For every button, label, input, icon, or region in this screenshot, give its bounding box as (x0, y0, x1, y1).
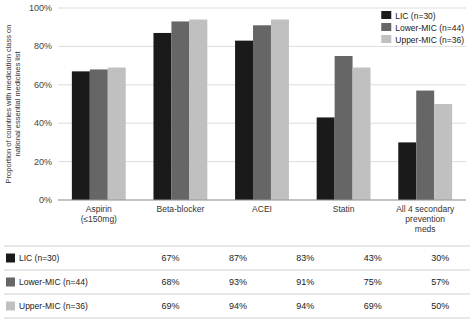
bar (398, 142, 416, 200)
bar (416, 91, 434, 200)
table-row-label: LIC (n=30) (19, 253, 60, 263)
table-line (4, 246, 470, 247)
table-row-label: Lower-MIC (n=44) (19, 277, 88, 287)
legend-label: Lower-MIC (n=44) (395, 23, 464, 33)
legend-swatch (381, 23, 391, 31)
table-cell: 50% (431, 301, 449, 311)
bar (235, 41, 253, 200)
table-line (4, 318, 470, 319)
grid-line (58, 8, 466, 9)
table-cell: 68% (161, 277, 179, 287)
chart: 0% 20% 40% 60% 80% 100% Proportion of countrie… (0, 0, 474, 324)
bar (171, 21, 189, 200)
y-tick-label: 60% (34, 80, 52, 90)
table-cell: 69% (364, 301, 382, 311)
y-tick-label: 80% (34, 41, 52, 51)
bars (72, 20, 452, 200)
bar (335, 56, 353, 200)
bar (434, 104, 452, 200)
text-line: Aspirin (86, 204, 112, 214)
legend-label: Upper-MIC (n=36) (395, 35, 464, 45)
grid-line (58, 200, 466, 201)
y-tick-label: 0% (39, 195, 52, 205)
text-line: meds (415, 224, 436, 234)
y-axis-label: Proportion of countries with medication … (4, 25, 22, 184)
x-tick-label: ACEI (252, 204, 272, 214)
text-line: All 4 secondary (396, 204, 455, 214)
text-line: national essential medicines list (13, 51, 22, 157)
table-line (4, 294, 470, 295)
bar (153, 33, 171, 200)
bar (72, 71, 90, 200)
table-cell: 93% (229, 277, 247, 287)
x-tick-label: Statin (333, 204, 355, 214)
bar (271, 20, 289, 200)
y-tick-label: 40% (34, 118, 52, 128)
x-axis-line (58, 200, 466, 201)
y-tick-label: 20% (34, 157, 52, 167)
text-line: Beta-blocker (157, 204, 205, 214)
table-line (4, 270, 470, 271)
bar (90, 69, 108, 200)
table-row-label: Upper-MIC (n=36) (19, 301, 88, 311)
table-cell: 83% (296, 253, 314, 263)
bar (353, 68, 371, 200)
x-tick-label: Aspirin(≤150mg) (81, 204, 117, 224)
text-line: prevention (405, 214, 445, 224)
table-cell: 75% (364, 277, 382, 287)
x-tick-label: Beta-blocker (157, 204, 205, 214)
text-line: Proportion of countries with medication … (4, 25, 13, 184)
x-tick-label: All 4 secondarypreventionmeds (396, 204, 455, 234)
y-tick-label: 100% (29, 3, 52, 13)
table-cell: 57% (431, 277, 449, 287)
table-cell: 67% (161, 253, 179, 263)
table-cell: 94% (296, 301, 314, 311)
legend: LIC (n=30) Lower-MIC (n=44) Upper-MIC (n=3… (381, 11, 464, 45)
legend-label: LIC (n=30) (395, 11, 436, 21)
table-cell: 94% (229, 301, 247, 311)
text-line: Statin (333, 204, 355, 214)
legend-swatch (381, 11, 391, 19)
text-line: ACEI (252, 204, 272, 214)
bar (317, 117, 335, 200)
table-cell: 91% (296, 277, 314, 287)
bar (189, 20, 207, 200)
bar (108, 68, 126, 200)
table-swatch (6, 302, 15, 311)
legend-swatch (381, 35, 391, 43)
table-cell: 87% (229, 253, 247, 263)
table-cell: 69% (161, 301, 179, 311)
bar (253, 25, 271, 200)
table-swatch (6, 254, 15, 263)
table-swatch (6, 278, 15, 287)
table-cell: 30% (431, 253, 449, 263)
table-cell: 43% (364, 253, 382, 263)
text-line: (≤150mg) (81, 214, 117, 224)
